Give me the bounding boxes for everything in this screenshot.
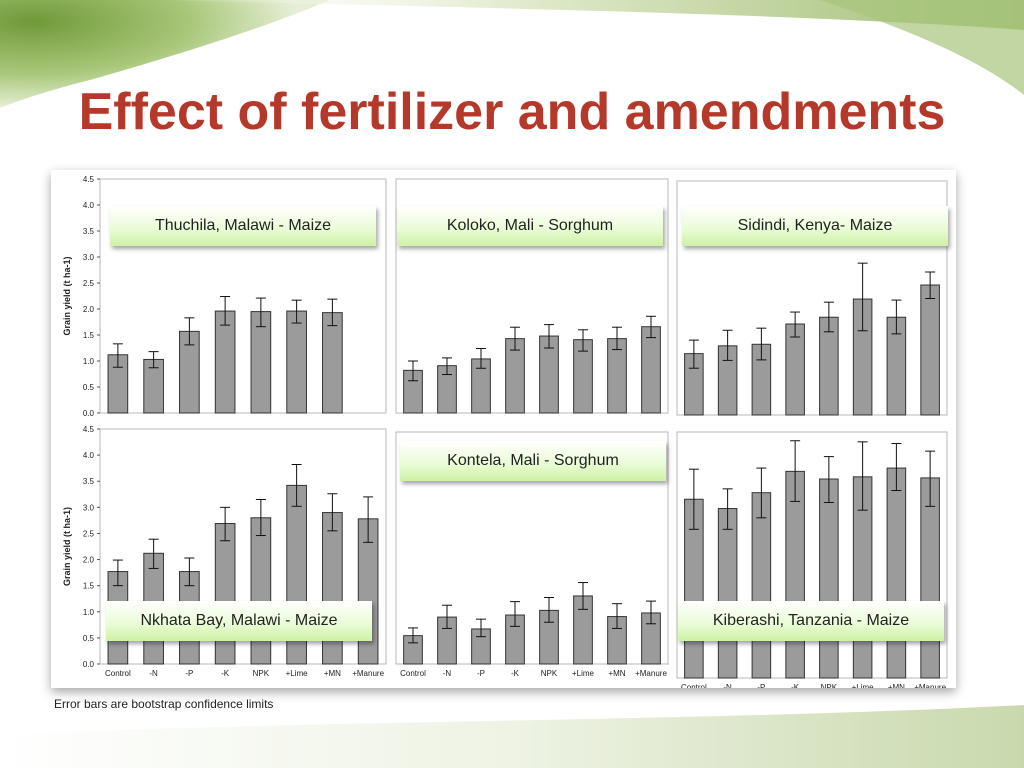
y-tick-label: 0.0 bbox=[83, 660, 95, 669]
x-tick-label: Control bbox=[105, 669, 131, 678]
bar-+Manure bbox=[920, 477, 940, 679]
x-tick-label: Control bbox=[400, 669, 426, 678]
bar-+MN bbox=[322, 312, 343, 414]
x-tick-label: -P bbox=[477, 669, 485, 678]
y-tick-label: 0.0 bbox=[83, 409, 95, 418]
y-tick-label: 1.0 bbox=[83, 608, 95, 617]
label-kiberashi: Kiberashi, Tanzania - Maize bbox=[678, 601, 944, 641]
leaf-top-right bbox=[820, 0, 1024, 95]
x-tick-label: +MN bbox=[608, 669, 625, 678]
y-tick-label: 3.0 bbox=[83, 503, 95, 512]
label-kontela: Kontela, Mali - Sorghum bbox=[400, 441, 666, 481]
bar--K bbox=[785, 323, 805, 416]
x-tick-label: +Lime bbox=[852, 683, 875, 688]
figure-panel: 0.0 0.5 1.0 1.5 2.0 2.5 3.0 3.5 4.0 4.5 Grain yiel… bbox=[51, 170, 956, 688]
label-thuchila: Thuchila, Malawi - Maize bbox=[110, 206, 376, 246]
y-tick-label: 0.5 bbox=[83, 383, 95, 392]
y-tick-label: 1.5 bbox=[83, 582, 95, 591]
x-tick-label: NPK bbox=[253, 669, 270, 678]
y-tick-label: 1.5 bbox=[83, 331, 95, 340]
x-tick-label: NPK bbox=[821, 683, 838, 688]
chart-panel-6: Control -N -P -K NPK +Lime +MN +Manure bbox=[676, 431, 948, 688]
y-tick-label: 3.5 bbox=[83, 477, 95, 486]
bar-+MN bbox=[886, 467, 907, 679]
bar--N bbox=[717, 508, 738, 679]
label-sidindi: Sidindi, Kenya- Maize bbox=[682, 206, 948, 246]
x-tick-label: +Manure bbox=[914, 683, 946, 688]
x-tick-label: +MN bbox=[888, 683, 905, 688]
x-tick-label: -K bbox=[791, 683, 800, 688]
x-tick-label: +MN bbox=[324, 669, 341, 678]
x-tick-label: -N bbox=[443, 669, 452, 678]
x-tick-label: -K bbox=[221, 669, 230, 678]
x-tick-label: -P bbox=[757, 683, 765, 688]
plot-frame bbox=[676, 431, 948, 679]
x-tick-label: NPK bbox=[541, 669, 558, 678]
x-tick-label: +Manure bbox=[635, 669, 667, 678]
leaf-top-left bbox=[0, 0, 330, 108]
bar-NPK bbox=[250, 517, 272, 665]
x-tick-label: +Lime bbox=[572, 669, 595, 678]
leaf-top-band bbox=[150, 0, 1024, 30]
y-tick-label: 2.5 bbox=[83, 529, 95, 538]
y-tick-label: 2.5 bbox=[83, 279, 95, 288]
y-tick-label: 3.0 bbox=[83, 253, 95, 262]
x-tick-label: -N bbox=[723, 683, 732, 688]
bar--P bbox=[751, 492, 772, 679]
y-tick-label: 3.5 bbox=[83, 227, 95, 236]
bar--K bbox=[785, 470, 805, 679]
bottom-band bbox=[0, 705, 1024, 768]
footnote: Error bars are bootstrap confidence limi… bbox=[54, 697, 274, 711]
label-nkhata-bay: Nkhata Bay, Malawi - Maize bbox=[106, 601, 372, 641]
bar--K bbox=[214, 310, 236, 414]
x-tick-label: -N bbox=[149, 669, 158, 678]
bar-+Manure bbox=[641, 326, 661, 414]
y-tick-label: 1.0 bbox=[83, 357, 95, 366]
x-tick-label: Control bbox=[681, 683, 707, 688]
y-tick-label: 2.0 bbox=[83, 305, 95, 314]
x-tick-label: +Lime bbox=[286, 669, 309, 678]
label-koloko: Koloko, Mali - Sorghum bbox=[397, 206, 663, 246]
bar-+MN bbox=[322, 512, 343, 665]
x-tick-label: -P bbox=[185, 669, 193, 678]
y-tick-label: 0.5 bbox=[83, 634, 95, 643]
x-tick-label: +Manure bbox=[352, 669, 384, 678]
y-tick-label: 2.0 bbox=[83, 556, 95, 565]
y-tick-label: 4.0 bbox=[83, 451, 95, 460]
slide-title: Effect of fertilizer and amendments bbox=[78, 83, 946, 141]
y-tick-label: 4.5 bbox=[83, 425, 95, 434]
y-axis-label: Grain yield (t ha-1) bbox=[62, 507, 72, 586]
bar--K bbox=[214, 523, 236, 665]
bar-+Manure bbox=[920, 284, 940, 416]
x-tick-label: -K bbox=[511, 669, 520, 678]
bar-NPK bbox=[819, 478, 839, 679]
bar-+Lime bbox=[286, 310, 307, 414]
y-tick-label: 4.5 bbox=[83, 175, 95, 184]
y-axis-label: Grain yield (t ha-1) bbox=[62, 256, 72, 335]
y-tick-label: 4.0 bbox=[83, 201, 95, 210]
